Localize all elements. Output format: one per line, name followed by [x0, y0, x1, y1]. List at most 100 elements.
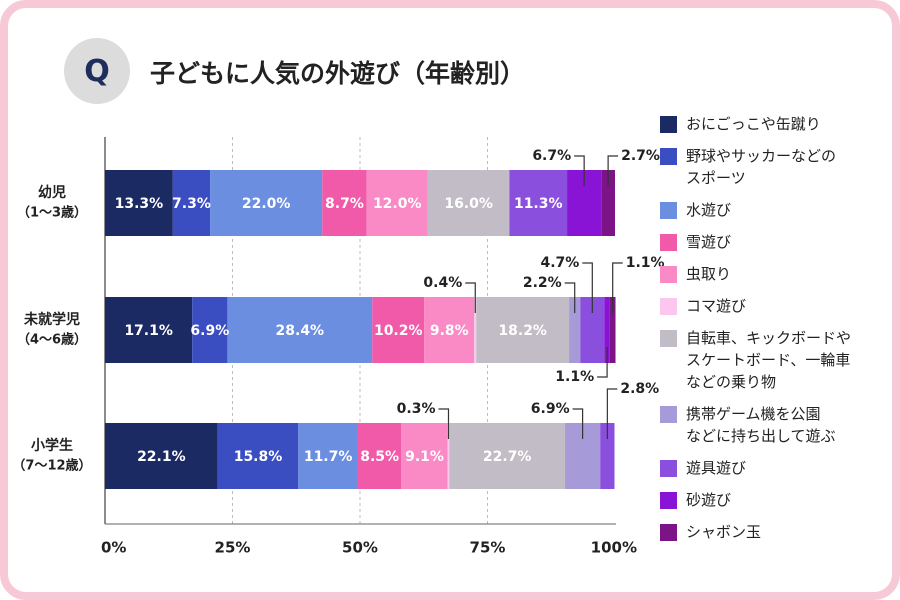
legend-swatch	[660, 202, 677, 219]
callout-label: 1.1%	[555, 369, 594, 385]
category-label: 未就学児	[24, 311, 80, 328]
question-badge: Q	[64, 38, 130, 104]
data-label: 8.5%	[360, 449, 399, 465]
x-tick-label: 25%	[215, 539, 251, 557]
bar-segment	[604, 297, 610, 363]
category-label: （7〜12歳）	[12, 458, 91, 474]
callout-label: 2.7%	[621, 148, 660, 164]
legend-label: おにごっこや缶蹴り	[686, 115, 821, 133]
bar-segment	[105, 297, 193, 363]
bar-segment	[172, 170, 211, 236]
bar-segment	[449, 423, 566, 489]
bar-segment	[366, 170, 428, 236]
x-tick-label: 100%	[591, 539, 637, 557]
bar-segment	[105, 170, 173, 236]
category-label: 小学生	[31, 437, 73, 454]
legend-swatch	[660, 330, 677, 347]
category-label: （1〜3歳）	[17, 205, 87, 221]
callout-leader	[606, 388, 618, 439]
bar-segment	[105, 423, 218, 489]
legend-item: 砂遊び	[660, 489, 890, 511]
data-label: 22.7%	[483, 449, 532, 465]
legend-item: シャボン玉	[660, 521, 890, 543]
chart-legend: おにごっこや缶蹴り野球やサッカーなどの スポーツ水遊び雪遊び虫取りコマ遊び自転車、…	[660, 113, 890, 553]
bar-segment	[357, 423, 402, 489]
data-label: 18.2%	[498, 323, 547, 339]
data-label: 7.3%	[172, 196, 211, 212]
data-label: 22.0%	[242, 196, 291, 212]
legend-swatch	[660, 524, 677, 541]
legend-label: コマ遊び	[686, 297, 747, 315]
legend-swatch	[660, 148, 677, 165]
x-tick-label: 50%	[342, 539, 378, 557]
legend-label: 水遊び	[686, 201, 732, 219]
data-label: 13.3%	[115, 196, 164, 212]
callout-label: 6.9%	[531, 401, 570, 417]
callout-leader	[564, 282, 576, 313]
callout-leader	[572, 408, 584, 439]
callout-label: 1.1%	[626, 255, 665, 271]
callout-leader	[607, 155, 619, 186]
legend-item: 雪遊び	[660, 231, 890, 253]
data-label: 9.1%	[405, 449, 444, 465]
category-label: （4〜6歳）	[17, 332, 87, 348]
legend-item: 虫取り	[660, 263, 890, 285]
legend-label: 野球やサッカーなどの スポーツ	[686, 147, 837, 187]
callout-label: 4.7%	[540, 255, 579, 271]
callout-label: 2.2%	[523, 275, 562, 291]
data-label: 12.0%	[373, 196, 422, 212]
bar-segment	[210, 170, 323, 236]
legend-label: 自転車、キックボードや スケートボード、一輪車 などの乗り物	[686, 329, 852, 391]
bar-segment	[580, 297, 605, 363]
callout-leader	[574, 155, 585, 186]
data-label: 11.7%	[304, 449, 353, 465]
data-label: 15.8%	[234, 449, 283, 465]
category-label: 幼児	[38, 184, 66, 201]
legend-swatch	[660, 460, 677, 477]
callout-label: 0.4%	[423, 275, 462, 291]
legend-item: 遊具遊び	[660, 457, 890, 479]
bar-segment	[298, 423, 358, 489]
data-label: 8.7%	[325, 196, 364, 212]
callout-leader	[597, 347, 608, 378]
bar-segment	[600, 423, 615, 489]
callout-leader	[612, 262, 623, 313]
data-label: 11.3%	[514, 196, 563, 212]
bar-segment	[217, 423, 299, 489]
bar-segment	[601, 170, 615, 236]
legend-label: 虫取り	[686, 265, 732, 283]
legend-label: シャボン玉	[686, 523, 762, 541]
legend-item: コマ遊び	[660, 295, 890, 317]
bar-segment	[401, 423, 448, 489]
legend-item: 水遊び	[660, 199, 890, 221]
bar-segment	[424, 297, 475, 363]
data-label: 17.1%	[124, 323, 173, 339]
data-label: 16.0%	[444, 196, 493, 212]
callout-label: 6.7%	[532, 148, 571, 164]
question-mark: Q	[84, 53, 110, 89]
legend-swatch	[660, 234, 677, 251]
data-label: 10.2%	[374, 323, 423, 339]
legend-swatch	[660, 298, 677, 315]
legend-item: おにごっこや缶蹴り	[660, 113, 890, 135]
legend-item: 自転車、キックボードや スケートボード、一輪車 などの乗り物	[660, 327, 890, 393]
bar-segment	[509, 170, 568, 236]
legend-item: 野球やサッカーなどの スポーツ	[660, 145, 890, 189]
bar-segment	[427, 170, 510, 236]
legend-swatch	[660, 406, 677, 423]
page-title: 子どもに人気の外遊び（年齢別）	[150, 59, 526, 88]
bar-segment	[476, 297, 570, 363]
legend-swatch	[660, 492, 677, 509]
bar-segment	[227, 297, 373, 363]
bar-segment	[569, 297, 581, 363]
callout-label: 0.3%	[397, 401, 436, 417]
bar-segment	[322, 170, 367, 236]
legend-label: 雪遊び	[686, 233, 732, 251]
callout-leader	[438, 408, 450, 439]
bar-segment	[192, 297, 228, 363]
legend-swatch	[660, 266, 677, 283]
data-label: 6.9%	[190, 323, 229, 339]
callout-label: 2.8%	[620, 381, 659, 397]
callout-leader	[465, 282, 476, 313]
